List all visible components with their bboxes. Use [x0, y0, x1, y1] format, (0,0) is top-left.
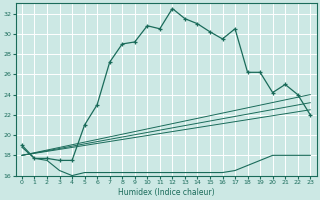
X-axis label: Humidex (Indice chaleur): Humidex (Indice chaleur)	[118, 188, 214, 197]
